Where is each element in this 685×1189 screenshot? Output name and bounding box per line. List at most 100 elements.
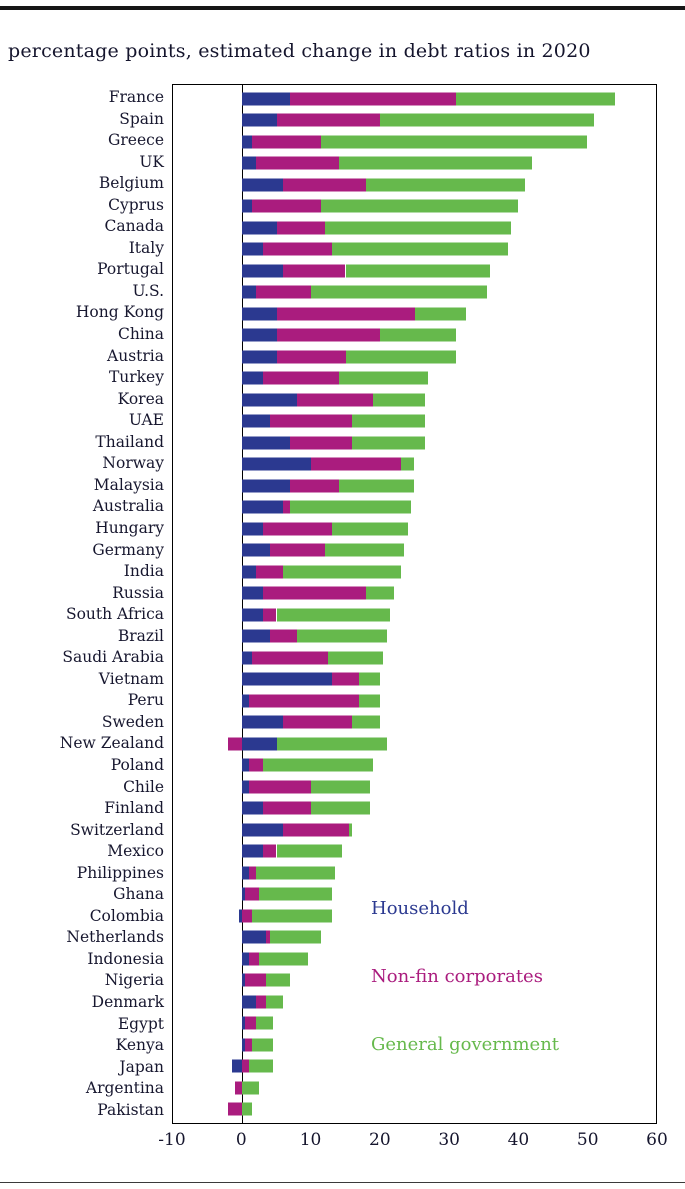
bar-row [173, 819, 656, 841]
country-label: Norway [102, 454, 164, 473]
chart-title: percentage points, estimated change in d… [8, 40, 591, 62]
bar-row [173, 862, 656, 884]
bar-segment-nonfin-corporates [276, 328, 380, 342]
bar-segment-nonfin-corporates [255, 156, 339, 170]
bar-segment-household [242, 543, 270, 557]
legend-item-general-government: General government [371, 1033, 560, 1055]
country-label: Philippines [76, 863, 164, 882]
bar-segment-household [242, 393, 298, 407]
bar-row [173, 970, 656, 992]
bar-segment-household [242, 479, 291, 493]
bar-row [173, 583, 656, 605]
bar-segment-general-government [345, 350, 456, 364]
bar-segment-general-government [276, 608, 391, 622]
country-label: Germany [92, 540, 164, 559]
country-label: Japan [119, 1057, 164, 1076]
country-label: Colombia [89, 906, 164, 925]
x-tick-label: 10 [299, 1130, 322, 1150]
bar-segment-nonfin-corporates [262, 801, 311, 815]
bar-segment-general-government [345, 264, 491, 278]
bar-segment-general-government [242, 1081, 260, 1095]
bar-segment-general-government [276, 737, 387, 751]
bar-segment-household [242, 436, 291, 450]
bar-segment-nonfin-corporates [252, 199, 322, 213]
country-label: Hong Kong [75, 303, 164, 322]
bar-segment-general-government [331, 242, 508, 256]
bar-segment-general-government [359, 672, 380, 686]
bar-segment-general-government [269, 930, 322, 944]
country-label: Indonesia [87, 949, 164, 968]
country-label: Chile [123, 777, 164, 796]
bar-row [173, 540, 656, 562]
country-label: India [123, 562, 164, 581]
bar-segment-household [242, 586, 263, 600]
bar-segment-nonfin-corporates [331, 672, 360, 686]
bar-segment-household [242, 887, 246, 901]
country-label: Egypt [117, 1014, 164, 1033]
bar-segment-general-government [248, 1059, 274, 1073]
bar-segment-general-government [380, 113, 594, 127]
bar-row [173, 626, 656, 648]
bar-segment-nonfin-corporates [283, 500, 291, 514]
country-labels: France Spain Greece UK Belgium Cyprus Canada It… [4, 84, 172, 1124]
country-label: Switzerland [70, 820, 164, 839]
bar-segment-general-government [266, 973, 291, 987]
bar-row [173, 1077, 656, 1099]
bar-segment-household [242, 672, 332, 686]
bar-row [173, 1013, 656, 1035]
bar-segment-household [242, 178, 284, 192]
bar-segment-general-government [400, 457, 415, 471]
country-label: Vietnam [98, 669, 164, 688]
bar-segment-nonfin-corporates [248, 758, 263, 772]
zero-axis-line [242, 85, 243, 1123]
bar-row [173, 282, 656, 304]
bar-segment-household [242, 823, 284, 837]
country-label: Turkey [108, 368, 164, 387]
x-tick-label: 30 [438, 1130, 460, 1150]
bar-segment-household [242, 242, 263, 256]
bar-segment-general-government [373, 393, 425, 407]
bar-row [173, 303, 656, 325]
bar-segment-household [242, 758, 249, 772]
country-label: Italy [128, 238, 164, 257]
bar-segment-nonfin-corporates [255, 565, 284, 579]
bar-segment-household [242, 737, 277, 751]
bar-segment-household [238, 909, 242, 923]
bar-segment-household [242, 629, 270, 643]
bar-segment-general-government [266, 995, 284, 1009]
bar-row [173, 647, 656, 669]
bar-segment-household [242, 973, 246, 987]
x-tick-label: 20 [369, 1130, 391, 1150]
bar-row [173, 475, 656, 497]
bar-row [173, 196, 656, 218]
bar-segment-nonfin-corporates [245, 973, 267, 987]
bar-segment-general-government [255, 866, 336, 880]
x-tick-label: -10 [158, 1130, 186, 1150]
bar-segment-household [242, 1016, 246, 1030]
bar-segment-nonfin-corporates [290, 479, 339, 493]
bar-segment-household [242, 221, 277, 235]
bar-segment-general-government [276, 844, 343, 858]
bar-segment-household [242, 285, 256, 299]
bar-segment-general-government [321, 199, 518, 213]
bar-segment-nonfin-corporates [276, 307, 415, 321]
bar-segment-household [242, 135, 253, 149]
bar-segment-household [242, 371, 263, 385]
country-label: Canada [104, 217, 165, 236]
country-label: Finland [104, 799, 164, 818]
bar-segment-household [242, 199, 253, 213]
bar-row [173, 217, 656, 239]
bar-segment-nonfin-corporates [283, 264, 346, 278]
bar-row [173, 110, 656, 132]
country-label: Austria [107, 346, 164, 365]
bar-segment-nonfin-corporates [276, 221, 325, 235]
bar-segment-nonfin-corporates [290, 436, 353, 450]
country-label: China [117, 325, 164, 344]
bar-segment-nonfin-corporates [245, 1038, 253, 1052]
bar-segment-general-government [366, 178, 525, 192]
bar-segment-general-government [331, 522, 408, 536]
bar-row [173, 260, 656, 282]
bar-segment-nonfin-corporates [262, 844, 277, 858]
bar-segment-nonfin-corporates [252, 651, 329, 665]
